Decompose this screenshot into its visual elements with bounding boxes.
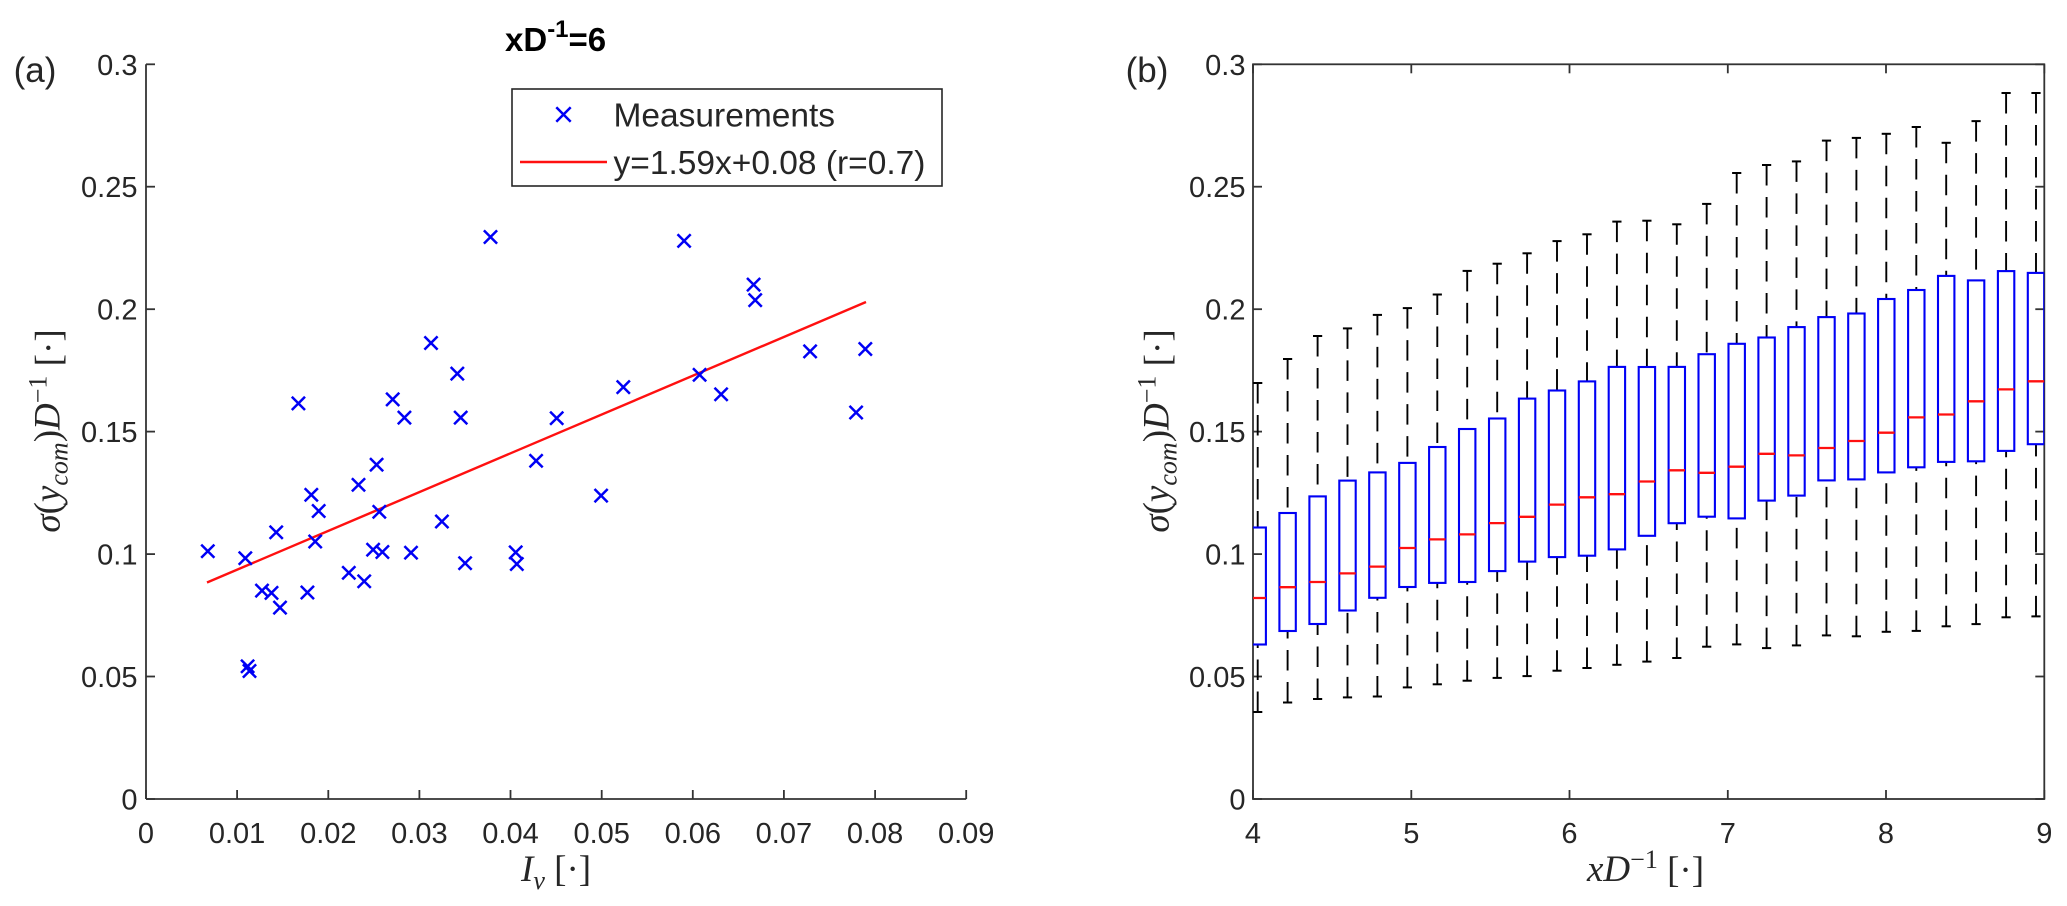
svg-text:0.06: 0.06	[665, 818, 721, 850]
svg-text:Iv [·]: Iv [·]	[520, 849, 591, 895]
svg-text:0.08: 0.08	[847, 818, 903, 850]
svg-text:xD-1=6: xD-1=6	[505, 16, 606, 58]
svg-text:7: 7	[1720, 818, 1736, 850]
svg-text:0: 0	[138, 818, 154, 850]
svg-text:xD−1 [·]: xD−1 [·]	[1586, 845, 1704, 891]
svg-text:0.2: 0.2	[1205, 295, 1245, 327]
svg-text:0.07: 0.07	[756, 818, 812, 850]
svg-text:0.04: 0.04	[482, 818, 538, 850]
svg-text:0.3: 0.3	[1205, 50, 1245, 82]
svg-text:0.05: 0.05	[81, 662, 137, 694]
svg-text:y=1.59x+0.08 (r=0.7): y=1.59x+0.08 (r=0.7)	[614, 145, 926, 182]
svg-text:9: 9	[2036, 818, 2052, 850]
svg-text:0: 0	[121, 785, 137, 817]
svg-text:0.25: 0.25	[81, 172, 137, 204]
svg-text:(a): (a)	[14, 51, 57, 90]
svg-text:8: 8	[1878, 818, 1894, 850]
svg-text:0.15: 0.15	[81, 417, 137, 449]
svg-text:6: 6	[1561, 818, 1577, 850]
svg-text:σ(ycom)D−1 [·]: σ(ycom)D−1 [·]	[24, 329, 74, 532]
svg-text:0: 0	[1229, 785, 1245, 817]
svg-text:4: 4	[1245, 818, 1261, 850]
svg-text:0.03: 0.03	[391, 818, 447, 850]
svg-text:0.25: 0.25	[1189, 172, 1245, 204]
svg-text:0.01: 0.01	[209, 818, 265, 850]
svg-text:0.1: 0.1	[1205, 540, 1245, 572]
svg-text:0.3: 0.3	[97, 50, 137, 82]
svg-text:Measurements: Measurements	[614, 98, 836, 135]
svg-text:0.05: 0.05	[1189, 662, 1245, 694]
svg-text:(b): (b)	[1126, 51, 1169, 90]
svg-text:0.05: 0.05	[573, 818, 629, 850]
svg-text:0.02: 0.02	[300, 818, 356, 850]
svg-text:5: 5	[1403, 818, 1419, 850]
svg-text:σ(ycom)D−1 [·]: σ(ycom)D−1 [·]	[1133, 329, 1183, 532]
svg-text:0.1: 0.1	[97, 540, 137, 572]
svg-text:0.15: 0.15	[1189, 417, 1245, 449]
svg-text:0.2: 0.2	[97, 295, 137, 327]
svg-text:0.09: 0.09	[938, 818, 994, 850]
